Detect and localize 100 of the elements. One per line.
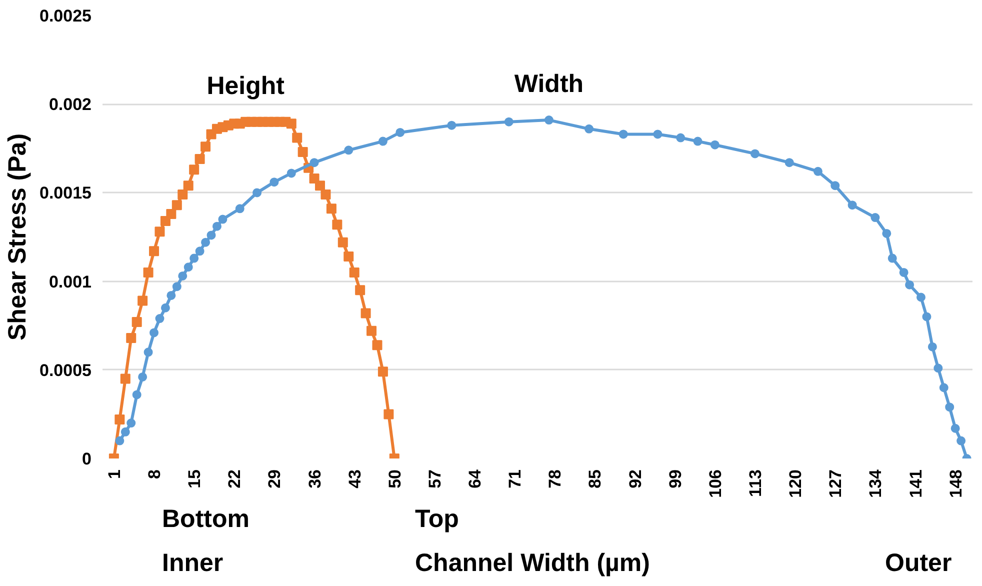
x-tick-label: 148 [946,469,966,498]
point [905,280,914,290]
point [544,116,554,125]
x-tick-label: 50 [385,469,404,488]
x-tick-label: 15 [185,469,204,488]
point [344,251,354,262]
x-tick-label: 29 [265,469,284,488]
y-tick-label: 0.0005 [40,360,92,380]
point [366,326,377,336]
point [396,128,405,137]
x-tick-label: 141 [906,469,926,498]
series-label: Width [514,70,584,98]
point [150,328,159,338]
point [750,149,760,158]
y-axis-title: Shear Stress (Pa) [4,133,32,341]
point [922,312,932,322]
annotation: Bottom [162,504,250,535]
x-tick-label: 43 [345,469,364,488]
point [332,220,342,230]
point [155,314,164,324]
xlabel: Channel Width (µm) [415,548,650,579]
point [149,246,160,256]
point [194,154,205,164]
x-tick-label: 78 [546,469,565,488]
point [315,180,325,191]
point [286,168,296,178]
point [372,340,382,350]
point [206,230,216,240]
point [120,374,130,384]
x-tick-label: 64 [466,468,485,488]
point [310,158,319,168]
y-tick-label: 0.0015 [40,184,92,203]
x-tick-label: 36 [305,469,324,488]
point [189,164,200,175]
point [166,208,176,219]
point [928,342,937,352]
point [172,282,182,292]
point [830,181,840,190]
y-tick-label: 0.002 [48,95,92,114]
point [349,267,360,278]
point [504,117,514,126]
x-tick-label: 85 [586,469,605,488]
point [178,271,188,280]
point [784,158,794,168]
point [154,226,165,237]
point [378,366,388,377]
point [252,188,262,198]
x-tick-label: 22 [225,469,244,488]
point [138,372,148,382]
point [320,189,331,200]
point [218,214,228,224]
y-tick-label: 0.001 [48,272,92,292]
point [899,268,908,277]
point [653,130,662,139]
point [848,200,857,210]
point [618,130,628,139]
y-tick-label: 0 [82,450,92,468]
point [166,290,176,300]
point [882,228,892,238]
point [126,418,136,428]
point [190,254,199,263]
point [584,124,594,134]
point [115,436,124,446]
point [235,204,244,214]
point [184,262,193,272]
point [298,146,308,157]
x-tick-label: 127 [826,469,846,498]
point [355,285,366,296]
y-tick-label: 0.0025 [40,6,92,26]
x-tick-label: 71 [506,469,525,488]
point [326,204,336,214]
point [270,178,279,187]
annotation: Outer [885,548,952,579]
point [360,308,371,318]
point [447,120,456,130]
point [916,292,926,302]
point [178,189,188,200]
point [950,424,960,433]
x-tick-label: 1 [104,469,124,479]
point [939,383,948,392]
point [201,238,210,247]
point [693,136,702,146]
x-tick-label: 99 [666,469,685,488]
point [710,140,720,150]
point [286,118,296,129]
point [195,246,204,256]
annotation: Inner [162,548,224,579]
point [870,213,880,222]
point [132,390,142,400]
x-tick-label: 120 [786,469,806,498]
x-tick-label: 134 [866,468,886,498]
point [676,133,686,142]
point [813,166,822,176]
annotation: Top [415,504,459,535]
point [888,254,897,263]
point [338,237,348,248]
point [132,317,142,328]
point [172,200,182,210]
x-tick-label: 8 [145,469,164,479]
point [200,142,211,152]
